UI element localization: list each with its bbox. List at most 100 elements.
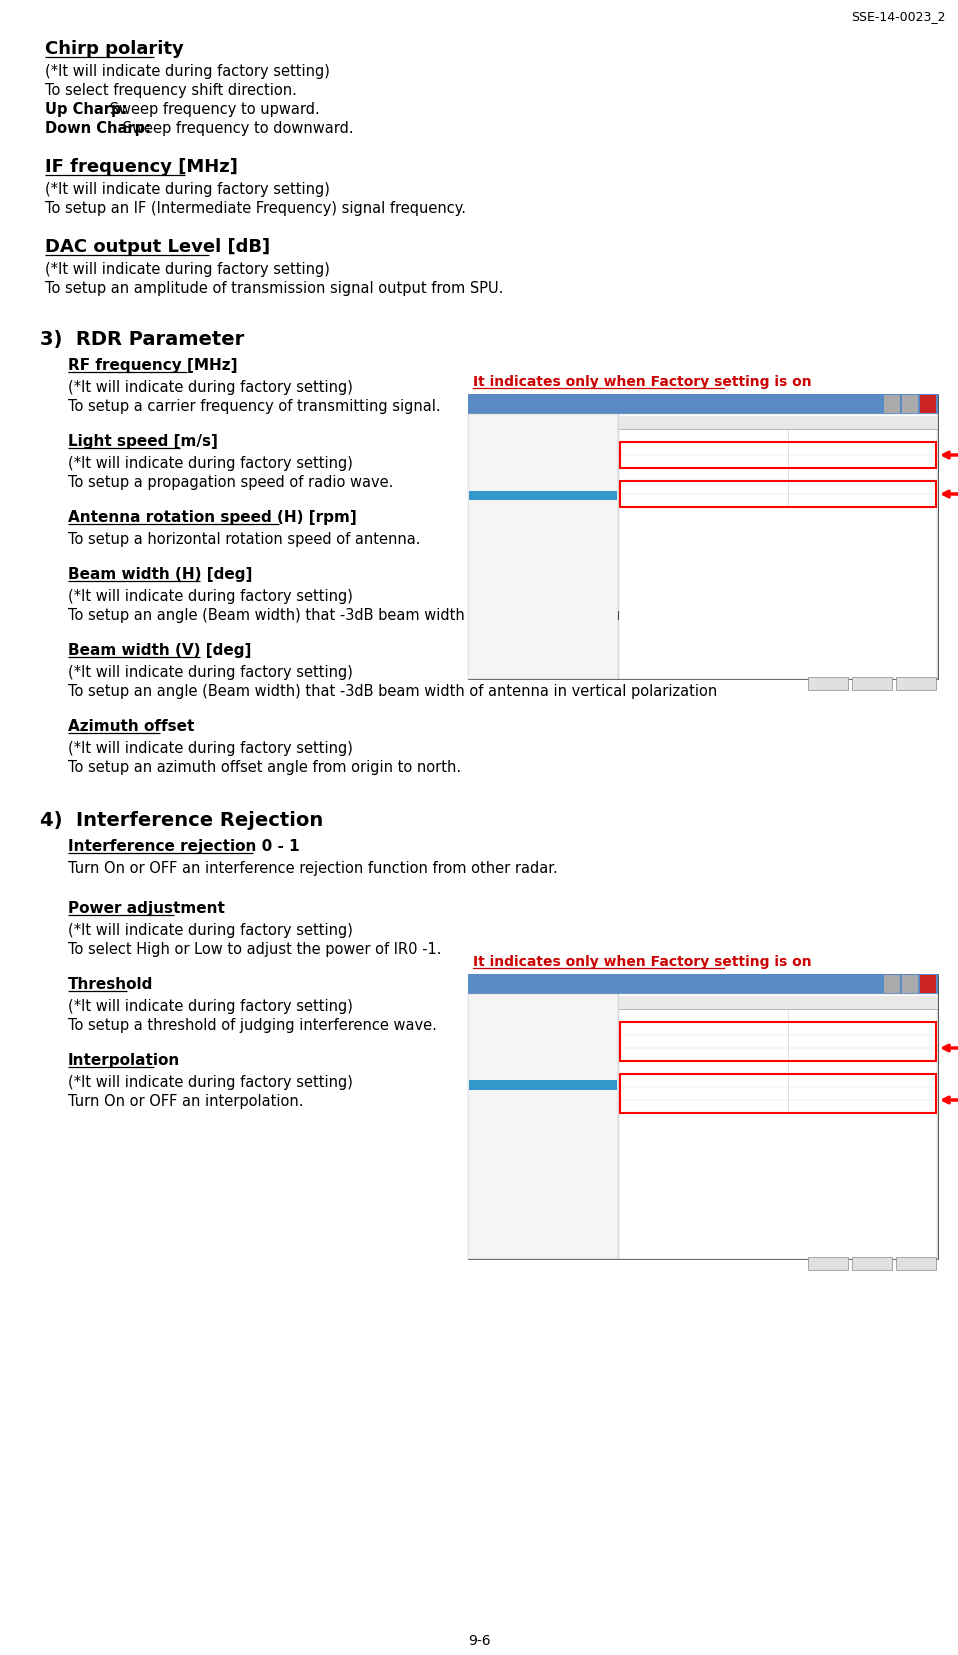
Bar [852, 1258, 892, 1271]
Text: Sweep frequency to downward.: Sweep frequency to downward. [118, 121, 354, 136]
Text: □: □ [906, 978, 914, 986]
Text: Power adjustment: Power adjustment [623, 1076, 696, 1084]
Text: 4)  Interference Rejection: 4) Interference Rejection [40, 811, 323, 829]
Text: Cancel: Cancel [857, 1258, 886, 1266]
Text: - PXI Serial: - PXI Serial [472, 566, 513, 576]
Text: (*It will indicate during factory setting): (*It will indicate during factory settin… [68, 922, 353, 937]
Text: 2.70: 2.70 [781, 483, 799, 492]
Text: Antenna rotation speed (H) [rpm]: Antenna rotation speed (H) [rpm] [623, 457, 758, 465]
Text: ON: ON [781, 1063, 793, 1071]
Text: Interpolation: Interpolation [68, 1053, 180, 1067]
Text: (*It will indicate during factory setting): (*It will indicate during factory settin… [68, 665, 353, 680]
Text: Trigger Delay: Trigger Delay [472, 586, 523, 594]
Text: Transmission Pulse Delay: Transmission Pulse Delay [472, 1173, 569, 1183]
Text: RF frequency [MHz]: RF frequency [MHz] [68, 357, 238, 372]
Text: - Sector Blank: - Sector Blank [472, 520, 526, 530]
Text: 800: 800 [781, 1036, 796, 1046]
Text: Setting: Setting [472, 419, 500, 427]
Text: Network: Network [476, 1054, 508, 1063]
Text: Send Manual Data to RFront: Send Manual Data to RFront [472, 1211, 580, 1220]
Bar [468, 975, 938, 1259]
Text: TRX: TRX [476, 1063, 491, 1072]
Text: Scan Collection: Scan Collection [472, 1137, 531, 1145]
Bar [902, 396, 918, 414]
Text: Azimuth offset: Azimuth offset [68, 718, 194, 733]
Bar [808, 1258, 848, 1271]
Text: ON: ON [781, 1049, 793, 1058]
Text: Interference Rejection: Interference Rejection [472, 1082, 569, 1091]
Bar [902, 975, 918, 993]
Text: To setup an angle (Beam width) that -3dB beam width of antenna in horizontal pol: To setup an angle (Beam width) that -3dB… [68, 607, 741, 622]
Text: Low: Low [781, 1023, 797, 1033]
Text: (*It will indicate during factory setting): (*It will indicate during factory settin… [68, 589, 353, 604]
Bar [469, 492, 617, 501]
Text: 2.70: 2.70 [781, 470, 799, 478]
Text: 9-6: 9-6 [468, 1633, 490, 1647]
Text: To setup a carrier frequency of transmitting signal.: To setup a carrier frequency of transmit… [68, 399, 441, 414]
Text: To select frequency shift direction.: To select frequency shift direction. [45, 83, 297, 98]
Text: RDR Parameter: RDR Parameter [660, 397, 746, 407]
Text: (*It will indicate during factory setting): (*It will indicate during factory settin… [68, 379, 353, 396]
Bar [468, 396, 938, 415]
Text: Signal Processing: Signal Processing [472, 669, 539, 677]
Text: AFC Parameter: AFC Parameter [472, 1230, 529, 1238]
Bar [468, 995, 618, 1259]
Text: Beam width (H) [deg]: Beam width (H) [deg] [623, 470, 710, 478]
Text: RF Timing: RF Timing [472, 604, 510, 612]
Bar [619, 995, 937, 1259]
Text: Test Mode: Test Mode [472, 1220, 511, 1230]
Text: To setup a horizontal rotation speed of antenna.: To setup a horizontal rotation speed of … [68, 531, 421, 546]
Text: Azimuth offset: Azimuth offset [623, 496, 682, 505]
Text: Service: Service [472, 1044, 500, 1054]
Text: Apply: Apply [904, 1258, 928, 1266]
Text: Doppler Velocity: Doppler Velocity [472, 622, 535, 631]
Text: RF Timing: RF Timing [472, 1183, 510, 1192]
Text: To setup an azimuth offset angle from origin to north.: To setup an azimuth offset angle from or… [68, 760, 461, 775]
Bar [468, 975, 938, 995]
Text: IF frequency [MHz]: IF frequency [MHz] [45, 157, 238, 175]
Text: Manual Command: Manual Command [472, 1238, 541, 1248]
Text: Interference rejection 0: Interference rejection 0 [623, 1011, 718, 1019]
Text: Interference Rejection: Interference Rejection [472, 501, 557, 511]
Text: AFC Parameter: AFC Parameter [472, 650, 529, 659]
Text: Value: Value [778, 998, 805, 1008]
Text: RDR Parameter: RDR Parameter [476, 493, 542, 501]
Text: To setup a threshold of judging interference wave.: To setup a threshold of judging interfer… [68, 1018, 437, 1033]
Text: Antenna rotation speed (H) [rpm]: Antenna rotation speed (H) [rpm] [68, 510, 356, 525]
Bar [468, 396, 938, 680]
Text: Power adjustment: Power adjustment [68, 900, 225, 915]
Bar [620, 1074, 936, 1114]
Text: Acquisition: Acquisition [476, 1016, 518, 1026]
Text: 3)  RDR Parameter: 3) RDR Parameter [40, 329, 244, 349]
Text: Acquisition: Acquisition [476, 437, 518, 447]
Text: OK: OK [822, 677, 834, 687]
Text: 299792458.00: 299792458.00 [781, 444, 839, 453]
Text: Matched Filter: Matched Filter [472, 511, 527, 520]
Bar [619, 417, 937, 430]
Text: Sweep frequency to upward.: Sweep frequency to upward. [104, 103, 319, 118]
Bar [619, 996, 937, 1010]
Text: Low: Low [781, 1076, 797, 1084]
Text: Key: Key [623, 419, 641, 427]
Text: It indicates only when Factory setting is on: It indicates only when Factory setting i… [473, 374, 811, 389]
Text: To select High or Low to adjust the power of IR0 -1.: To select High or Low to adjust the powe… [68, 942, 442, 957]
Text: To setup a propagation speed of radio wave.: To setup a propagation speed of radio wa… [68, 475, 394, 490]
Text: Threshold: Threshold [623, 1036, 663, 1046]
Text: Ship Clutter Rejection: Ship Clutter Rejection [472, 1119, 556, 1127]
Text: Network: Network [476, 475, 508, 483]
Text: 800: 800 [781, 1089, 796, 1097]
Text: STC: STC [472, 612, 486, 622]
Text: Down Charp:: Down Charp: [45, 121, 151, 136]
Text: Turn On or OFF an interpolation.: Turn On or OFF an interpolation. [68, 1094, 304, 1109]
Text: STC: STC [472, 1193, 486, 1202]
Bar [884, 396, 900, 414]
Text: (*It will indicate during factory setting): (*It will indicate during factory settin… [68, 740, 353, 756]
Text: Scan: Scan [476, 455, 494, 465]
Text: Interpolation: Interpolation [623, 1101, 674, 1111]
Text: To setup an angle (Beam width) that -3dB beam width of antenna in vertical polar: To setup an angle (Beam width) that -3dB… [68, 684, 718, 698]
Text: Ground Clutter Rejection: Ground Clutter Rejection [472, 1109, 567, 1119]
Text: 9470.00: 9470.00 [781, 430, 813, 440]
Text: It indicates only when Factory setting is on: It indicates only when Factory setting i… [473, 955, 811, 968]
Text: Beam width (V) [deg]: Beam width (V) [deg] [68, 642, 251, 657]
Text: Beam width (V) [deg]: Beam width (V) [deg] [623, 483, 709, 492]
